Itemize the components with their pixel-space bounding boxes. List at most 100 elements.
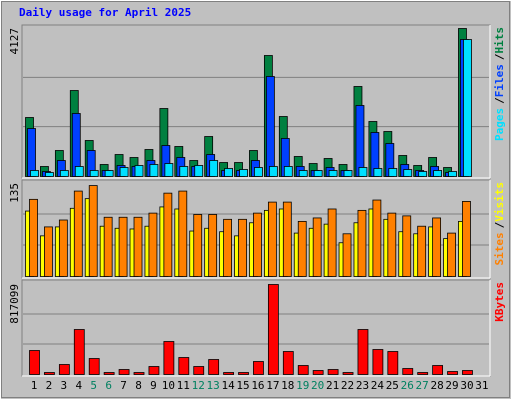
- bar: [74, 166, 84, 177]
- x-tick-label: 21: [326, 379, 339, 392]
- bar: [328, 170, 338, 177]
- x-tick-label: 26: [401, 379, 414, 392]
- bar: [58, 219, 68, 277]
- bar: [357, 329, 369, 375]
- bar: [103, 372, 115, 375]
- bar: [387, 212, 397, 277]
- x-tick-label: 14: [221, 379, 235, 392]
- bar: [224, 168, 233, 177]
- bar: [282, 351, 294, 375]
- legend-entry: Pages: [493, 108, 506, 141]
- bar: [148, 212, 158, 277]
- bar: [73, 329, 85, 375]
- x-tick-label: 12: [192, 379, 205, 392]
- bar: [432, 365, 444, 375]
- bar: [104, 170, 114, 177]
- bar: [163, 341, 175, 375]
- bar: [238, 372, 249, 375]
- x-tick-label: 6: [105, 379, 112, 392]
- bar: [327, 208, 337, 277]
- y-tick-label: 817099: [8, 284, 21, 324]
- bar: [448, 171, 457, 177]
- bar: [343, 170, 353, 177]
- bar: [179, 166, 189, 177]
- bar: [342, 233, 352, 277]
- x-tick-label: 17: [266, 379, 279, 392]
- x-tick-label: 30: [460, 379, 473, 392]
- x-tick-label: 8: [135, 379, 142, 392]
- bar: [58, 364, 70, 375]
- bar: [133, 216, 143, 277]
- panel: [21, 279, 491, 377]
- bar: [388, 168, 398, 177]
- bar: [402, 215, 412, 277]
- x-tick-label: 23: [356, 379, 369, 392]
- bar: [45, 172, 54, 177]
- x-tick-label: 10: [162, 379, 175, 392]
- bar: [238, 218, 247, 277]
- x-tick-label: 28: [430, 379, 443, 392]
- bar: [403, 169, 413, 177]
- bar: [119, 167, 129, 177]
- bar: [267, 201, 277, 277]
- bar: [462, 201, 471, 277]
- bar: [29, 350, 40, 375]
- legend: Pages/Files/Hits: [493, 27, 506, 141]
- bar: [282, 201, 292, 277]
- x-tick-label: 5: [90, 379, 97, 392]
- legend-separator: /: [493, 53, 506, 60]
- bar: [178, 357, 190, 375]
- legend: Sites /Visits: [493, 182, 506, 266]
- x-tick-label: 27: [416, 379, 429, 392]
- bar: [59, 170, 69, 177]
- bar: [462, 370, 473, 375]
- bar: [283, 166, 293, 177]
- bar: [164, 163, 174, 177]
- legend-entry: Visits: [493, 182, 506, 222]
- bar: [193, 214, 203, 277]
- bar: [29, 198, 38, 277]
- x-tick-label: 4: [75, 379, 82, 392]
- legend-entry: Sites: [493, 232, 506, 265]
- bar: [103, 216, 113, 277]
- x-tick-label: 15: [236, 379, 249, 392]
- bar: [358, 167, 368, 177]
- bar: [417, 225, 427, 277]
- chart-title: Daily usage for April 2025: [19, 6, 191, 19]
- bar: [118, 369, 130, 375]
- bar: [432, 217, 442, 277]
- x-tick-label: 7: [120, 379, 127, 392]
- bar: [312, 217, 322, 277]
- bar: [208, 214, 218, 277]
- bar: [223, 218, 232, 277]
- bar: [417, 372, 429, 375]
- bar: [88, 185, 98, 277]
- bar: [268, 166, 278, 177]
- bar: [134, 165, 144, 177]
- bar: [402, 368, 414, 375]
- bar: [312, 370, 324, 375]
- x-tick-label: 18: [281, 379, 294, 392]
- bar: [149, 164, 159, 177]
- legend-entry: KBytes: [493, 282, 506, 322]
- bar: [297, 220, 307, 277]
- bar: [44, 372, 55, 375]
- bar: [27, 128, 36, 177]
- bar: [118, 216, 128, 277]
- bar: [418, 171, 428, 177]
- bar: [342, 372, 354, 375]
- x-tick-label: 3: [61, 379, 68, 392]
- bar: [372, 349, 384, 375]
- x-tick-label: 2: [46, 379, 53, 392]
- x-tick-label: 24: [371, 379, 385, 392]
- bar: [133, 372, 145, 375]
- bar: [239, 169, 248, 177]
- y-tick-label: 135: [8, 183, 21, 203]
- bar: [387, 351, 399, 375]
- bar: [73, 190, 83, 277]
- bar: [44, 226, 53, 277]
- bar: [194, 165, 204, 177]
